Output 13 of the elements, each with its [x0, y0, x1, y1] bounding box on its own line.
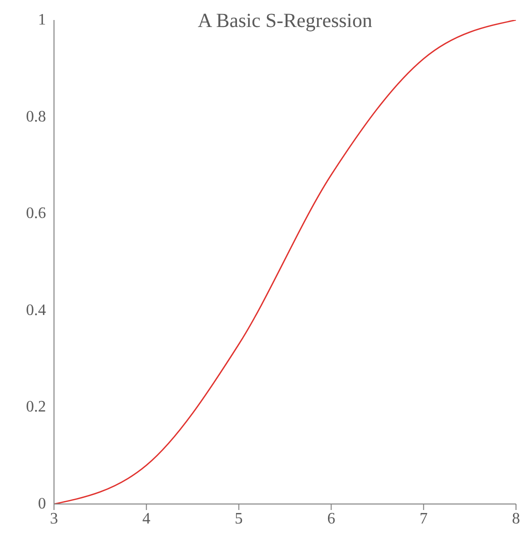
- y-tick-label: 0: [38, 496, 46, 512]
- x-tick-label: 6: [327, 510, 336, 528]
- x-tick-label: 7: [420, 510, 428, 528]
- y-tick-label: 0.6: [26, 205, 46, 222]
- y-tick-label: 0.2: [26, 398, 46, 416]
- x-tick-label: 5: [234, 510, 243, 528]
- y-tick-label: 0.8: [26, 108, 46, 126]
- y-tick-label: 1: [38, 12, 46, 28]
- chart-title: A Basic S-Regression: [196, 10, 374, 33]
- y-tick-label: 0.4: [26, 302, 46, 319]
- x-tick-label: 8: [512, 510, 520, 528]
- x-tick-label: 3: [50, 510, 58, 528]
- x-tick-label: 4: [142, 510, 150, 528]
